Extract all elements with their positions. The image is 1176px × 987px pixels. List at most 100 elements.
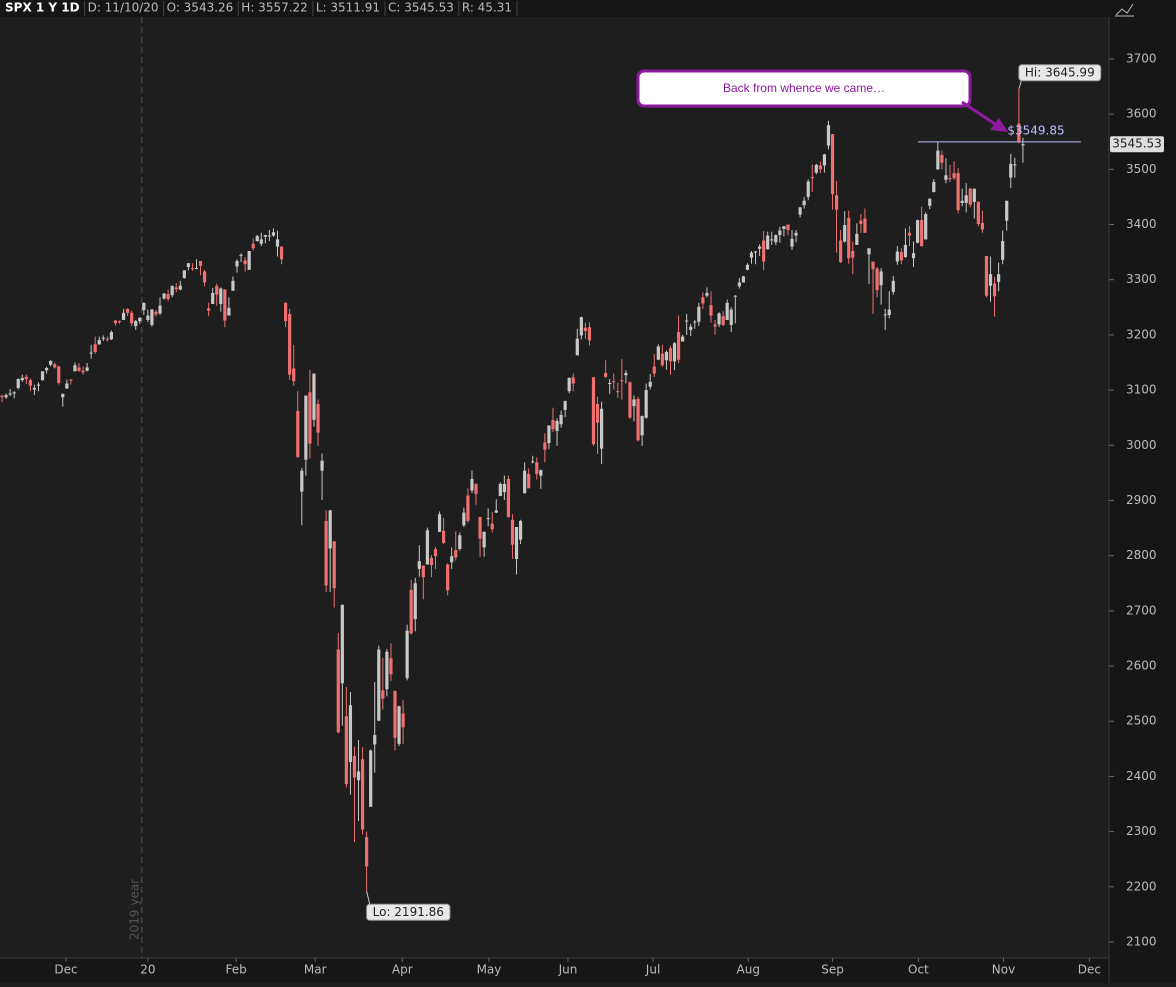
- x-tick-label: Apr: [392, 963, 413, 977]
- candle-body: [681, 336, 685, 342]
- candle-body: [616, 391, 620, 393]
- candle-body: [940, 154, 944, 163]
- candle-body: [215, 285, 219, 295]
- candle-body: [446, 564, 450, 591]
- candle-body: [328, 510, 332, 549]
- candle-body: [636, 398, 640, 441]
- header-bar: [0, 0, 1176, 17]
- candle-body: [279, 246, 284, 260]
- candle-body: [97, 339, 101, 345]
- candle-body: [320, 460, 324, 471]
- candle-body: [960, 200, 964, 203]
- x-tick-label: 20: [140, 963, 155, 977]
- candle-body: [766, 235, 770, 250]
- candle-body: [997, 274, 1001, 282]
- y-tick-label: 2100: [1126, 934, 1157, 948]
- candle-body: [502, 483, 506, 493]
- candle-body: [409, 589, 413, 634]
- candle-body: [166, 294, 170, 300]
- candle-body: [121, 312, 126, 320]
- candle-body: [851, 251, 855, 258]
- candle-body: [753, 251, 758, 253]
- candle-body: [146, 315, 150, 320]
- candle-body: [668, 348, 673, 362]
- candle-body: [583, 327, 587, 332]
- candle-body: [57, 366, 61, 383]
- last-price-label: 3545.53: [1112, 137, 1162, 151]
- y-tick-label: 3600: [1126, 107, 1157, 121]
- candle-body: [44, 368, 49, 371]
- candle-body: [806, 181, 810, 197]
- candle-body: [421, 565, 425, 578]
- candle-body: [1001, 241, 1005, 260]
- candle-body: [40, 371, 45, 381]
- candle-body: [365, 837, 369, 867]
- candle-body: [717, 313, 721, 325]
- candle-body: [818, 165, 822, 170]
- x-tick-label: Feb: [226, 963, 247, 977]
- candle-body: [693, 321, 697, 323]
- year-divider-label: 2019 year: [127, 879, 141, 940]
- candle-body: [397, 706, 401, 744]
- candle-body: [733, 295, 737, 297]
- candle-body: [859, 220, 863, 224]
- candle-body: [89, 352, 93, 354]
- callout-arrowhead: [990, 118, 1008, 132]
- candle-body: [595, 403, 600, 423]
- x-tick-label: Dec: [54, 963, 77, 977]
- candle-body: [685, 320, 689, 322]
- header-field: O: 3543.26: [167, 1, 234, 15]
- candle-body: [312, 373, 316, 420]
- candle-body: [12, 392, 16, 394]
- candle-body: [69, 379, 73, 381]
- candle-body: [924, 214, 928, 240]
- candle-body: [956, 173, 960, 211]
- candle-body: [462, 512, 466, 526]
- candle-body: [235, 260, 239, 267]
- chart-icon[interactable]: [1115, 3, 1134, 17]
- candle-body: [802, 200, 806, 206]
- y-tick-label: 3400: [1126, 217, 1157, 231]
- candle-body: [243, 260, 247, 265]
- candle-body: [980, 222, 985, 230]
- candle-body: [417, 561, 421, 569]
- candle-body: [705, 292, 709, 296]
- candle-body: [794, 232, 798, 236]
- candle-body: [81, 370, 85, 373]
- y-tick-label: 2200: [1126, 879, 1157, 893]
- candle-body: [579, 317, 583, 336]
- candle-body: [130, 312, 134, 324]
- candle-body: [984, 255, 989, 296]
- candle-body: [770, 239, 774, 241]
- callout-text: Back from whence we came…: [723, 81, 885, 95]
- candle-body: [494, 510, 498, 513]
- candle-body: [810, 177, 814, 179]
- high-label: Hi: 3645.99: [1025, 65, 1095, 79]
- candle-body: [4, 395, 8, 398]
- y-tick-label: 3100: [1126, 383, 1157, 397]
- candle-body: [53, 364, 57, 368]
- candle-body: [466, 495, 470, 521]
- candle-body: [948, 178, 952, 180]
- candle-body: [624, 372, 628, 376]
- candle-body: [478, 517, 482, 539]
- candle-body: [247, 251, 251, 270]
- candle-body: [915, 220, 920, 243]
- candle-body: [608, 382, 612, 385]
- candle-body: [182, 270, 186, 279]
- header-field: D: 11/10/20: [88, 1, 159, 15]
- candle-body: [413, 583, 417, 620]
- candle-body: [482, 531, 486, 548]
- candle-body: [393, 690, 397, 738]
- candle-body: [352, 756, 357, 778]
- candle-body: [490, 523, 494, 530]
- candle-body: [757, 246, 762, 249]
- candle-body: [535, 462, 539, 474]
- candle-body: [158, 305, 162, 314]
- candle-body: [142, 302, 146, 311]
- candle-body: [150, 309, 154, 325]
- candle-body: [571, 377, 575, 384]
- candle-body: [652, 366, 656, 374]
